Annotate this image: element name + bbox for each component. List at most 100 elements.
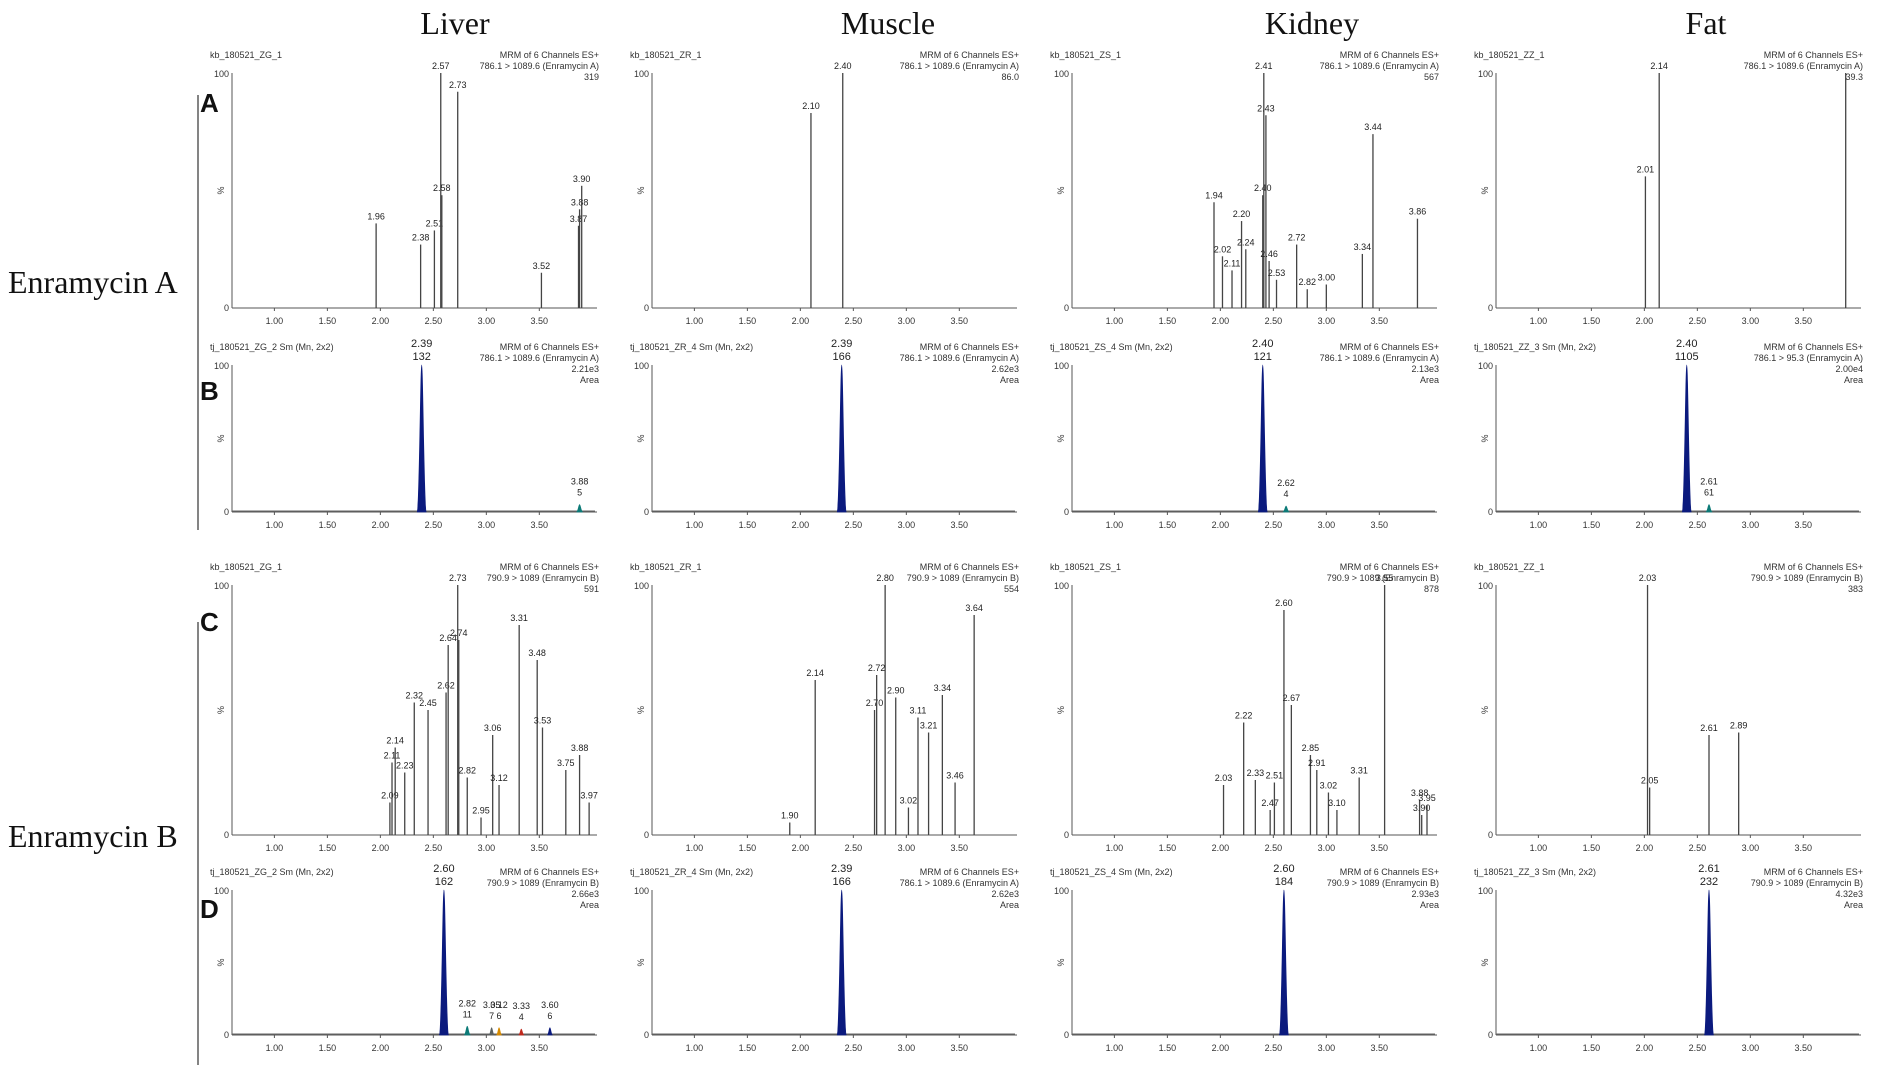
- x-tick-label: 2.00: [1212, 843, 1230, 853]
- x-tick-label: 2.50: [1265, 520, 1283, 530]
- peak-area-label: 232: [1700, 876, 1718, 888]
- peak-area-label: 132: [413, 351, 431, 363]
- peak-label: 2.03: [1639, 573, 1657, 583]
- x-tick-label: 1.50: [319, 520, 337, 530]
- panel-A-Kidney: kb_180521_ZS_1 MRM of 6 Channels ES+786.1…: [1050, 50, 1439, 326]
- panel-B-Kidney: tj_180521_ZS_4 Sm (Mn, 2x2) MRM of 6 Chan…: [1050, 338, 1439, 530]
- y-tick-100: 100: [214, 886, 229, 896]
- y-tick-100: 100: [634, 886, 649, 896]
- y-unit-label: %: [636, 706, 646, 714]
- peak-rt-label: 2.61: [1698, 863, 1719, 875]
- peak-area: [438, 889, 450, 1036]
- x-tick-label: 1.50: [1159, 520, 1177, 530]
- peak-label: 3.90: [573, 174, 591, 184]
- panel-B-Liver: tj_180521_ZG_2 Sm (Mn, 2x2) MRM of 6 Chan…: [210, 338, 599, 530]
- y-tick-0: 0: [224, 1030, 229, 1040]
- peak-area-label: 1105: [1675, 351, 1699, 363]
- x-tick-label: 1.50: [1583, 520, 1601, 530]
- panel-C-Fat: kb_180521_ZZ_1 MRM of 6 Channels ES+790.9…: [1474, 562, 1863, 853]
- peak-area-label: 166: [833, 876, 851, 888]
- x-tick-label: 3.50: [531, 843, 549, 853]
- x-tick-label: 2.50: [1265, 1043, 1283, 1053]
- peak-label: 2.40: [1254, 183, 1272, 193]
- peak-label: 2.58: [433, 183, 451, 193]
- x-tick-label: 1.00: [1106, 520, 1124, 530]
- peak-area-label: 162: [435, 876, 453, 888]
- y-unit-label: %: [1056, 706, 1066, 714]
- y-tick-100: 100: [1478, 581, 1493, 591]
- header-line: Area: [1420, 375, 1439, 385]
- peak-label: 2.62: [437, 681, 455, 691]
- peak-label: 3.31: [1350, 766, 1368, 776]
- y-tick-0: 0: [1064, 1030, 1069, 1040]
- column-title-muscle: Muscle: [841, 5, 935, 41]
- peak-label: 3.44: [1364, 122, 1382, 132]
- peak-label: 3.75: [557, 758, 575, 768]
- column-title-fat: Fat: [1686, 5, 1727, 41]
- x-tick-label: 2.00: [1636, 1043, 1654, 1053]
- y-tick-0: 0: [224, 507, 229, 517]
- x-tick-label: 3.50: [1795, 843, 1813, 853]
- x-tick-label: 2.00: [1636, 843, 1654, 853]
- peak-label: 2.73: [449, 80, 467, 90]
- x-tick-label: 2.00: [372, 520, 390, 530]
- peak-rt-label: 2.39: [831, 338, 852, 350]
- peak-label: 3.90: [1413, 803, 1431, 813]
- peak-label: 3.55: [1376, 573, 1394, 583]
- x-tick-label: 3.50: [1371, 1043, 1389, 1053]
- peak-label: 2.11: [1224, 258, 1241, 268]
- peak-label: 2.23: [396, 761, 414, 771]
- header-line: 786.1 > 95.3 (Enramycin A): [1754, 353, 1863, 363]
- x-tick-label: 3.00: [1318, 843, 1336, 853]
- x-tick-label: 1.50: [1159, 1043, 1177, 1053]
- x-tick-label: 1.00: [266, 520, 284, 530]
- y-unit-label: %: [1480, 434, 1490, 442]
- x-tick-label: 1.00: [1530, 1043, 1548, 1053]
- header-line: MRM of 6 Channels ES+: [1340, 562, 1439, 572]
- peak-label: 3.95: [1418, 793, 1436, 803]
- header-line: Area: [1844, 900, 1863, 910]
- header-line: MRM of 6 Channels ES+: [920, 50, 1019, 60]
- x-tick-label: 1.50: [319, 843, 337, 853]
- y-tick-100: 100: [1054, 69, 1069, 79]
- x-tick-label: 3.50: [1371, 843, 1389, 853]
- peak-rt-label: 3.33: [513, 1001, 531, 1011]
- panel-D-Liver: tj_180521_ZG_2 Sm (Mn, 2x2) MRM of 6 Chan…: [210, 863, 599, 1053]
- peak-label: 3.52: [533, 261, 551, 271]
- peak-area: [463, 1025, 471, 1036]
- x-tick-label: 3.50: [951, 1043, 969, 1053]
- peak-area-label: 61: [1704, 488, 1714, 498]
- panel-B-Fat: tj_180521_ZZ_3 Sm (Mn, 2x2) MRM of 6 Chan…: [1474, 338, 1863, 530]
- y-tick-100: 100: [1054, 361, 1069, 371]
- x-tick-label: 2.50: [425, 520, 443, 530]
- peak-rt-label: 2.40: [1252, 338, 1273, 350]
- peak-label: 2.14: [806, 668, 824, 678]
- x-tick-label: 3.00: [1742, 520, 1760, 530]
- x-tick-label: 3.00: [1318, 316, 1336, 326]
- peak-label: 2.67: [1283, 693, 1301, 703]
- peak-label: 2.03: [1215, 773, 1233, 783]
- x-tick-label: 3.00: [898, 316, 916, 326]
- x-tick-label: 2.50: [425, 316, 443, 326]
- peak-label: 3.46: [946, 771, 964, 781]
- y-tick-0: 0: [1488, 1030, 1493, 1040]
- peak-label: 2.64: [439, 633, 457, 643]
- peak-label: 1.96: [367, 211, 385, 221]
- peak-label: 3.87: [570, 214, 588, 224]
- panel-letter-a: A: [200, 88, 219, 118]
- y-tick-100: 100: [1054, 886, 1069, 896]
- peak-area: [576, 504, 583, 513]
- x-tick-label: 3.00: [478, 843, 496, 853]
- peak-label: 3.48: [528, 648, 546, 658]
- x-tick-label: 3.50: [1795, 520, 1813, 530]
- peak-label: 2.82: [458, 766, 476, 776]
- peak-area: [496, 1027, 502, 1036]
- sample-id: kb_180521_ZZ_1: [1474, 50, 1545, 60]
- x-tick-label: 3.50: [1795, 1043, 1813, 1053]
- header-line: 2.62e3: [991, 889, 1019, 899]
- column-title-kidney: Kidney: [1265, 5, 1359, 41]
- peak-label: 3.53: [534, 716, 552, 726]
- x-tick-label: 2.00: [1212, 316, 1230, 326]
- y-unit-label: %: [1056, 186, 1066, 194]
- x-tick-label: 1.00: [686, 520, 704, 530]
